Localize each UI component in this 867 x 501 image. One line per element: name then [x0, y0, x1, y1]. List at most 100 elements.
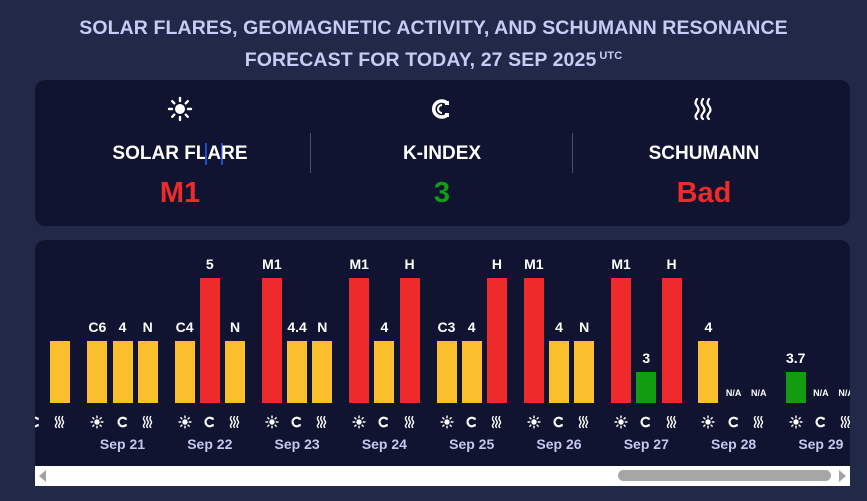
- waves-icon: [575, 413, 593, 431]
- chart-bar[interactable]: [461, 341, 482, 403]
- solar-flare-summary: SOLAR FLARE M1: [45, 80, 315, 226]
- sun-icon: [525, 413, 543, 431]
- chart-bar[interactable]: [785, 372, 806, 403]
- sun-icon: [263, 413, 281, 431]
- bar-value-label: 4: [380, 319, 389, 335]
- waves-icon: [488, 413, 506, 431]
- bar-value-label: 4: [118, 319, 127, 335]
- sun-icon: [787, 413, 805, 431]
- chart-icon-row: [35, 413, 850, 431]
- bar-value-label: M1: [262, 256, 282, 272]
- waves-icon: [313, 413, 331, 431]
- chart-bar[interactable]: [661, 278, 682, 403]
- chart-bar[interactable]: [436, 341, 457, 403]
- waves-icon: [51, 413, 69, 431]
- waves-icon: [837, 413, 850, 431]
- waves-icon: [226, 413, 244, 431]
- chart-bar[interactable]: [50, 341, 71, 403]
- bar-value-label: M1: [611, 256, 631, 272]
- sun-icon: [176, 413, 194, 431]
- chart-bar[interactable]: [374, 341, 395, 403]
- chart-bar[interactable]: [261, 278, 282, 403]
- date-label: Sep 29: [798, 436, 844, 452]
- scrollbar-thumb[interactable]: [618, 470, 831, 481]
- chart-bar[interactable]: [486, 278, 507, 403]
- magnet-icon: [637, 413, 655, 431]
- sun-icon: [350, 413, 368, 431]
- bar-value-label: N/A: [838, 388, 850, 398]
- chart-bar[interactable]: [399, 278, 420, 403]
- bar-value-label: N: [579, 319, 590, 335]
- bar-value-label: 4: [704, 319, 713, 335]
- date-label: Sep 28: [711, 436, 757, 452]
- sun-icon: [699, 413, 717, 431]
- magnet-icon: [35, 413, 44, 431]
- k-index-label: K-INDEX: [402, 143, 482, 164]
- chart-bar[interactable]: [549, 341, 569, 403]
- chart-bar[interactable]: [698, 341, 719, 403]
- forecast-chart[interactable]: C6 4 N C4 5 N M1 4.4 N M1 4 H C3 4 H M1 4 N M1 3 H 4 N/A N/A 3.7…: [35, 240, 850, 486]
- waves-icon: [750, 413, 768, 431]
- bar-value-label: H: [491, 256, 502, 272]
- title-line-1: SOLAR FLARES, GEOMAGNETIC ACTIVITY, AND …: [79, 17, 788, 39]
- chart-bar[interactable]: [349, 278, 370, 403]
- chart-bar[interactable]: [199, 278, 220, 403]
- chart-bar[interactable]: [87, 341, 108, 403]
- scroll-left-arrow-icon[interactable]: [39, 470, 46, 482]
- magnet-icon: [550, 413, 568, 431]
- bar-value-label: C3: [437, 319, 456, 335]
- chart-bar[interactable]: [574, 341, 595, 403]
- sun-icon: [438, 413, 456, 431]
- waves-icon: [569, 96, 839, 124]
- waves-icon: [663, 413, 681, 431]
- chart-bar[interactable]: [611, 278, 632, 403]
- bar-value-label: 3.7: [785, 350, 806, 366]
- magnet-icon: [463, 413, 481, 431]
- bar-value-label: M1: [524, 256, 544, 272]
- magnet-icon: [812, 413, 830, 431]
- bar-value-label: M1: [349, 256, 369, 272]
- bar-value-label: N: [229, 319, 241, 335]
- chart-bar[interactable]: [174, 341, 195, 403]
- summary-card: SOLAR FLARE M1 K-INDEX 3 SCHUMANN Bad: [35, 80, 850, 226]
- chart-plot-area: C6 4 N C4 5 N M1 4.4 N M1 4 H C3 4 H M1 4 N M1 3 H 4 N/A N/A 3.7…: [35, 240, 850, 403]
- solar-flare-label: SOLAR FLARE: [45, 143, 315, 165]
- bar-value-label: N/A: [725, 388, 742, 398]
- text-cursor: A: [205, 143, 224, 165]
- horizontal-scrollbar[interactable]: [35, 466, 850, 486]
- chart-bar[interactable]: [225, 341, 245, 403]
- date-label: Sep 23: [274, 436, 320, 452]
- bar-value-label: C4: [175, 319, 194, 335]
- waves-icon: [401, 413, 419, 431]
- chart-bar[interactable]: [112, 341, 133, 403]
- bar-value-label: N: [142, 319, 153, 335]
- chart-bar[interactable]: [287, 341, 308, 403]
- bar-value-label: H: [666, 256, 677, 272]
- magnet-icon: [375, 413, 393, 431]
- sun-icon: [88, 413, 106, 431]
- solar-flare-value: M1: [159, 177, 201, 209]
- divider: [310, 133, 311, 173]
- sun-icon: [45, 96, 315, 124]
- chart-bar[interactable]: [636, 372, 657, 403]
- date-label: Sep 27: [623, 436, 669, 452]
- sun-icon: [612, 413, 630, 431]
- date-label: Sep 21: [99, 436, 146, 452]
- bar-value-label: C6: [88, 319, 107, 335]
- bar-value-label: 3: [642, 350, 651, 366]
- bar-value-label: N: [317, 319, 328, 335]
- chart-bar[interactable]: [523, 278, 544, 403]
- schumann-summary: SCHUMANN Bad: [569, 80, 839, 226]
- date-label: Sep 24: [361, 436, 407, 452]
- schumann-label: SCHUMANN: [648, 143, 760, 164]
- chart-bar[interactable]: [312, 341, 333, 403]
- magnet-icon: [288, 413, 306, 431]
- scroll-right-arrow-icon[interactable]: [839, 470, 846, 482]
- date-label: Sep 25: [449, 436, 495, 452]
- date-label: Sep 26: [536, 436, 582, 452]
- bar-value-label: N/A: [751, 388, 767, 398]
- chart-bar[interactable]: [137, 341, 158, 403]
- bar-value-label: H: [404, 256, 415, 272]
- title-line-2: FORECAST FOR TODAY, 27 SEP 2025 UTC: [0, 42, 867, 74]
- bar-value-label: N/A: [813, 388, 829, 398]
